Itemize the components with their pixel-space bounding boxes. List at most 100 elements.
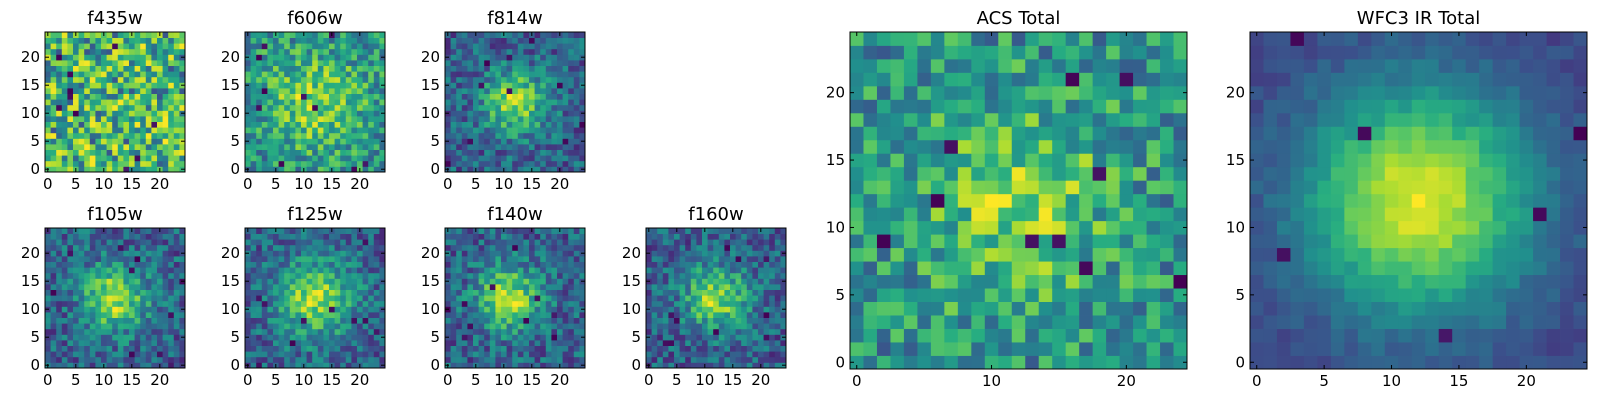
heatmap-cell <box>351 48 358 55</box>
heatmap-cell <box>557 93 563 100</box>
heatmap-cell <box>379 351 386 358</box>
heatmap-cell <box>67 328 74 335</box>
heatmap-cell <box>450 43 457 50</box>
heatmap-cell <box>278 345 285 352</box>
heatmap-cell <box>129 48 135 55</box>
heatmap-cell <box>112 60 119 66</box>
heatmap-cell <box>250 60 257 66</box>
heatmap-cell <box>957 180 972 195</box>
heatmap-cell <box>646 317 652 324</box>
heatmap-cell <box>95 138 102 145</box>
heatmap-cell <box>1133 166 1147 181</box>
heatmap-cell <box>312 99 319 106</box>
heatmap-cell <box>340 312 347 318</box>
heatmap-cell <box>489 37 496 44</box>
heatmap-cell <box>129 127 135 134</box>
heatmap-cell <box>134 362 141 369</box>
heatmap-cell <box>145 289 152 296</box>
heatmap-cell <box>56 239 63 246</box>
heatmap-cell <box>573 289 580 296</box>
heatmap-cell <box>295 132 302 139</box>
x-tick-label: 20 <box>550 371 569 389</box>
heatmap-cell <box>1119 234 1134 249</box>
heatmap-cell <box>495 272 502 279</box>
heatmap-cell <box>151 250 158 257</box>
heatmap-cell <box>517 65 524 72</box>
heatmap-cell <box>329 116 335 122</box>
heatmap-cell <box>334 267 341 274</box>
heatmap-cell <box>162 104 169 111</box>
heatmap-cell <box>245 65 251 72</box>
heatmap-cell <box>312 323 319 330</box>
heatmap-cell <box>668 261 675 268</box>
heatmap-cell <box>317 244 324 251</box>
heatmap-cell <box>545 149 552 156</box>
heatmap-cell <box>140 239 147 246</box>
heatmap-cell <box>529 60 535 66</box>
heatmap-cell <box>50 295 57 302</box>
heatmap-cell <box>306 71 313 78</box>
heatmap-cell <box>323 48 330 55</box>
heatmap-cell <box>450 127 457 134</box>
heatmap-cell <box>506 261 513 268</box>
heatmap-cell <box>450 71 457 78</box>
heatmap-cell <box>295 345 302 352</box>
heatmap-cell <box>930 193 945 208</box>
heatmap-cell <box>461 340 468 346</box>
heatmap-cell <box>523 323 530 330</box>
heatmap-cell <box>134 155 141 162</box>
heatmap-cell <box>250 132 257 139</box>
heatmap-cell <box>746 278 753 285</box>
heatmap-cell <box>724 345 731 352</box>
heatmap-cell <box>89 345 96 352</box>
heatmap-cell <box>998 315 1013 329</box>
heatmap-cell <box>129 233 135 240</box>
heatmap-cell <box>506 345 513 352</box>
x-tick-label: 5 <box>71 371 81 389</box>
heatmap-cell <box>540 43 547 50</box>
heatmap-cell <box>685 300 692 307</box>
heatmap-cell <box>73 82 79 89</box>
heatmap-cell <box>317 82 324 89</box>
heatmap-cell <box>473 93 479 100</box>
heatmap-cell <box>512 65 519 72</box>
heatmap-cell <box>512 300 519 307</box>
heatmap-cell <box>461 116 468 122</box>
heatmap-cell <box>930 234 945 249</box>
heatmap-cell <box>245 317 251 324</box>
heatmap-cell <box>523 362 530 369</box>
heatmap-cell <box>173 93 180 100</box>
heatmap-cell <box>256 166 263 173</box>
heatmap-cell <box>495 328 502 335</box>
heatmap-cell <box>273 345 279 352</box>
heatmap-cell <box>540 121 547 128</box>
heatmap-cell <box>529 65 535 72</box>
heatmap-cell <box>362 267 369 274</box>
heatmap-cell <box>379 261 386 268</box>
heatmap-cell <box>284 60 291 66</box>
heatmap-cell <box>261 351 268 358</box>
heatmap-cell <box>467 312 474 318</box>
heatmap-cell <box>168 166 175 173</box>
heatmap-cell <box>651 267 658 274</box>
heatmap-cell <box>944 342 959 356</box>
heatmap-cell <box>295 76 302 83</box>
heatmap-cell <box>95 317 102 324</box>
heatmap-cell <box>568 345 575 352</box>
heatmap-cell <box>362 116 369 122</box>
heatmap-cell <box>1092 328 1107 343</box>
heatmap-cell <box>312 37 319 44</box>
heatmap-cell <box>651 351 658 358</box>
heatmap-cell <box>129 43 135 50</box>
heatmap-cell <box>651 334 658 341</box>
heatmap-cell <box>245 116 251 122</box>
heatmap-cell <box>250 127 257 134</box>
heatmap-cell <box>780 351 787 358</box>
heatmap-cell <box>362 82 369 89</box>
heatmap-cell <box>998 355 1013 370</box>
heatmap-cell <box>651 295 658 302</box>
heatmap-cell <box>690 233 697 240</box>
y-tick-label: 20 <box>221 244 240 262</box>
heatmap-cell <box>273 99 279 106</box>
heatmap-cell <box>250 306 257 313</box>
